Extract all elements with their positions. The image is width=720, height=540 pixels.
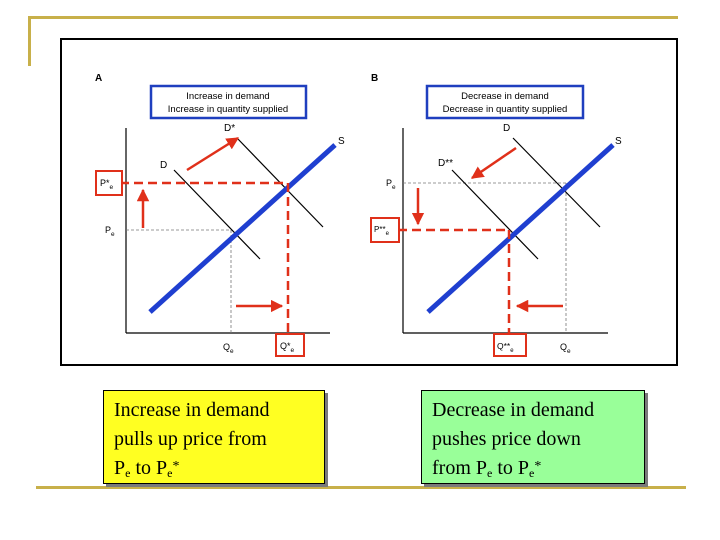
slide-accent-line-bottom — [36, 486, 686, 489]
slide-accent-line-left — [28, 16, 31, 66]
panel-a-label-line1: Increase in demand — [186, 91, 269, 102]
panel-b: B Decrease in demand Decrease in quantit… — [370, 73, 622, 357]
panel-a-label-box — [149, 84, 308, 120]
panel-b-new-qty-box — [493, 333, 527, 357]
panel-a-demand-old — [173, 169, 261, 260]
panel-a-label-line2: Increase in quantity supplied — [168, 104, 288, 115]
caption-right-line2: pushes price down — [432, 428, 581, 450]
caption-increase-demand: Increase in demand pulls up price from P… — [103, 390, 325, 484]
caption-right-line3: from Pe to Pe* — [432, 457, 542, 480]
panel-a-new-qty-box — [275, 333, 305, 357]
panel-b-new-qty-label: Q**e — [497, 341, 514, 354]
panel-b-old-price-label: Pe — [386, 178, 396, 191]
panel-a-supply-label: S — [338, 136, 345, 147]
panel-b-new-demand-label: D** — [438, 158, 453, 169]
caption-left-line3: Pe to Pe* — [114, 457, 180, 480]
panel-b-label-box — [425, 84, 585, 120]
panel-a-old-price-label: Pe — [105, 225, 115, 238]
panel-a-new-qty-label: Q*e — [280, 341, 295, 354]
panel-a: A Increase in demand Increase in quantit… — [95, 73, 345, 357]
panel-a-supply-line — [148, 143, 337, 314]
panel-b-new-price-label: P**e — [374, 225, 390, 237]
caption-left-line1: Increase in demand — [114, 399, 270, 421]
panel-b-demand-old — [512, 137, 601, 228]
panel-b-demand-shift-arrow — [470, 146, 517, 180]
panel-b-label-line1: Decrease in demand — [461, 91, 549, 102]
panel-b-supply-line — [426, 143, 615, 314]
panel-b-supply-label: S — [615, 136, 622, 147]
panel-b-letter: B — [371, 73, 378, 84]
slide-accent-line-top — [28, 16, 678, 19]
panel-a-demand-shift-arrow — [186, 136, 240, 172]
panel-a-old-qty-label: Qe — [223, 342, 234, 355]
panel-b-new-price-box — [370, 217, 400, 243]
panel-a-letter: A — [95, 73, 102, 84]
caption-decrease-demand: Decrease in demand pushes price down fro… — [421, 390, 645, 484]
panel-b-demand-new — [451, 169, 539, 260]
panel-a-new-price-label: P*e — [100, 178, 114, 191]
panel-a-new-price-box — [95, 170, 123, 196]
panel-b-old-demand-label: D — [503, 123, 510, 134]
caption-right-line1: Decrease in demand — [432, 399, 595, 421]
panel-a-old-demand-label: D — [160, 160, 167, 171]
panel-b-old-qty-label: Qe — [560, 342, 571, 355]
panel-b-label-line2: Decrease in quantity supplied — [443, 104, 568, 115]
panel-a-new-demand-label: D* — [224, 123, 235, 134]
caption-left-line2: pulls up price from — [114, 428, 267, 450]
